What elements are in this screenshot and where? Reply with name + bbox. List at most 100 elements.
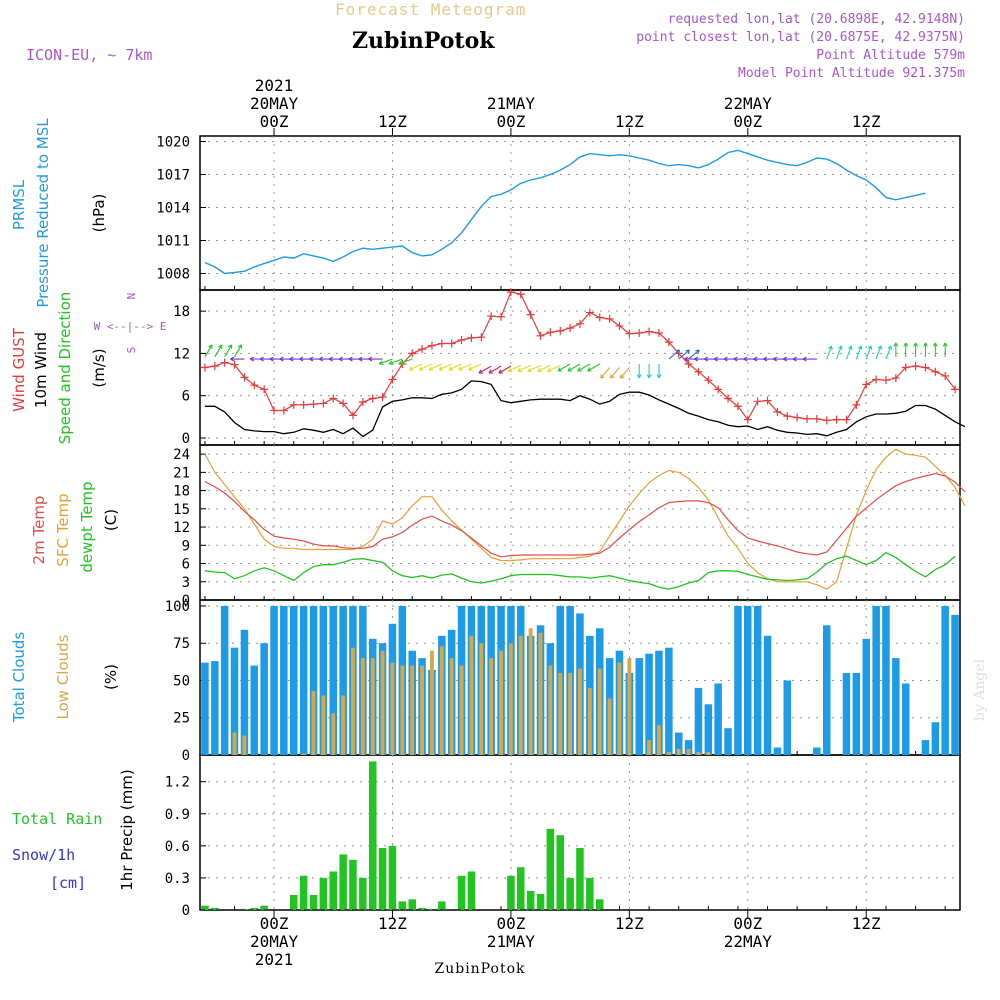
gust-marker <box>516 290 525 299</box>
gust-marker <box>842 415 851 424</box>
wind-arrow <box>893 342 899 357</box>
total-cloud-bar <box>655 650 663 755</box>
rain-bar <box>250 907 258 910</box>
total-cloud-bar <box>704 704 713 755</box>
rain-bar <box>536 894 545 910</box>
gust-marker <box>852 400 861 409</box>
gust-marker <box>220 358 229 367</box>
gust-marker <box>457 336 466 345</box>
gust-marker <box>348 411 357 420</box>
point-altitude-label: Point Altitude 579m <box>816 48 965 63</box>
gust-marker <box>803 414 812 423</box>
total-cloud-bar <box>931 722 940 755</box>
gust-marker <box>615 321 624 330</box>
bottom-x-label: 21MAY <box>487 932 536 951</box>
bottom-x-label: 00Z <box>733 914 762 933</box>
gust-marker <box>368 394 377 403</box>
rain-bar <box>586 877 594 910</box>
gust-marker <box>427 341 436 350</box>
wind-arrow <box>458 363 472 371</box>
gust-marker <box>200 363 209 372</box>
precip-unit-label: 1hr Precip (mm) <box>118 769 136 890</box>
rain-bar <box>211 907 219 910</box>
wind-arrow <box>688 349 700 360</box>
total-cloud-bar <box>763 635 772 755</box>
wind-arrow <box>428 363 443 371</box>
top-x-label: 2021 <box>255 76 294 95</box>
gust-marker <box>872 375 881 384</box>
total-cloud-bar <box>872 606 880 755</box>
gust-marker <box>921 363 930 372</box>
rain-bar <box>290 895 298 910</box>
low-cloud-bar <box>242 735 247 755</box>
low-cloud-bar <box>558 673 563 755</box>
wind-arrow <box>826 345 833 360</box>
low-cloud-bar <box>360 658 365 755</box>
y-tick-label: 1008 <box>156 267 190 283</box>
wind-arrow <box>913 342 918 357</box>
low-cloud-bar <box>597 668 602 755</box>
wind-arrow <box>600 367 611 379</box>
rain-bar <box>240 908 249 910</box>
top-x-label: 12Z <box>615 112 644 131</box>
total-cloud-bar <box>635 658 643 755</box>
wind-arrow <box>214 344 223 358</box>
wind-arrow <box>230 356 245 362</box>
rain-bar <box>467 871 476 910</box>
bottom-x-label: 00Z <box>496 914 525 933</box>
y-tick-label: 0.6 <box>165 839 190 855</box>
total-cloud-bar <box>842 673 851 755</box>
total-rain-label: Total Rain <box>12 810 102 828</box>
temp-2m-line <box>204 472 966 558</box>
gust-marker <box>576 319 584 328</box>
gust-marker <box>911 362 920 371</box>
gust-marker <box>536 331 545 340</box>
gust-marker <box>506 288 515 297</box>
y-tick-label: 1020 <box>156 135 190 151</box>
wind-arrow <box>557 363 571 372</box>
total-cloud-bar <box>280 606 288 755</box>
top-x-label: 12Z <box>378 112 407 131</box>
model-altitude-label: Model Point Altitude 921.375m <box>738 66 965 81</box>
low-cloud-bar <box>380 650 385 755</box>
y-tick-label: 6 <box>182 389 190 405</box>
wind-arrow <box>678 349 690 360</box>
gust-marker <box>891 374 900 383</box>
low-cloud-bar <box>657 725 661 755</box>
gust-marker <box>546 328 555 337</box>
gust-marker <box>487 312 496 321</box>
low-cloud-bar <box>439 646 444 755</box>
gust-marker <box>635 328 644 337</box>
y-tick-label: 18 <box>173 304 190 320</box>
y-tick-label: 9 <box>182 538 190 554</box>
top-x-label: 22MAY <box>724 94 773 113</box>
low-cloud-bar <box>459 665 464 755</box>
gust-marker <box>477 333 486 342</box>
y-tick-label: 12 <box>173 346 190 362</box>
rain-bar <box>546 828 555 910</box>
total-cloud-bar <box>211 661 219 755</box>
rain-bar <box>369 761 377 910</box>
wind-arrow <box>885 345 892 360</box>
wind-arrow <box>234 344 243 358</box>
low-cloud-bar <box>301 753 306 755</box>
gust-marker <box>763 396 772 405</box>
gust-marker <box>654 328 663 337</box>
low-cloud-bar <box>499 650 503 755</box>
rain-bar <box>359 877 367 910</box>
wind-arrow <box>942 342 948 357</box>
dewpt-line <box>204 551 956 590</box>
top-x-label: 00Z <box>733 112 762 131</box>
wind-arrow <box>903 342 909 357</box>
gust-marker <box>270 406 279 415</box>
gust-marker <box>625 329 634 338</box>
gust-marker <box>793 413 802 422</box>
total-cloud-bar <box>250 665 258 755</box>
rain-bar <box>319 877 328 910</box>
low-cloud-bar <box>430 650 434 755</box>
low-cloud-bar <box>538 632 543 755</box>
temp2m-label: 2m Temp <box>30 496 48 565</box>
rain-bar <box>517 867 525 910</box>
y-tick-label: 0 <box>182 748 190 764</box>
low-cloud-bar <box>479 643 484 755</box>
